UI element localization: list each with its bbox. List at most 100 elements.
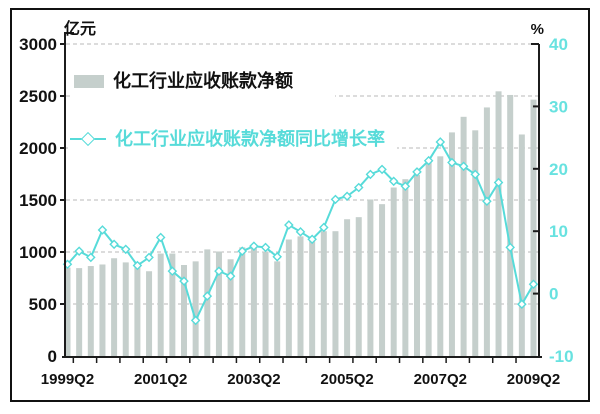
data-point-marker [365,169,376,180]
bar [332,231,339,356]
bar [157,253,164,356]
x-tick-label: 2007Q2 [414,371,467,388]
x-tick-label: 2005Q2 [320,371,373,388]
data-point-marker [330,194,341,205]
data-point-marker [517,299,527,309]
bar [192,261,199,356]
bar [285,239,292,356]
data-point-marker [284,220,294,230]
data-point-marker [109,239,119,250]
data-point-marker [249,241,259,251]
bar [274,261,281,356]
bar [309,239,316,356]
bar [169,253,176,356]
data-point-marker [412,167,422,177]
data-point-marker [353,182,364,193]
bar [460,116,467,356]
bar [122,262,129,356]
y-left-tick-label: 500 [29,295,57,314]
data-point-marker [482,196,492,207]
bar [472,130,479,356]
data-point-marker [307,234,317,245]
bar [181,265,187,356]
bar [448,132,455,356]
bar [414,175,420,356]
y-left-tick-label: 0 [48,347,57,366]
bar [507,94,514,357]
y-right-tick-label: 10 [549,222,568,241]
legend-item-bar: 化工行业应收账款净额 [72,70,335,100]
bar [320,231,327,356]
x-tick-label: 1999Q2 [41,371,94,388]
bar [530,99,537,356]
bar [344,219,351,356]
y-left-tick-label: 1500 [19,191,57,210]
data-point-marker [132,260,143,271]
data-point-marker [86,252,96,263]
y-right-tick-label: -10 [549,347,574,366]
data-point-marker [120,244,131,255]
bar [355,217,362,356]
data-point-marker [423,155,434,166]
bar [402,179,409,356]
data-point-marker [505,242,515,253]
bar [76,268,83,356]
data-point-marker [377,164,387,175]
data-point-marker [295,227,306,237]
data-point-marker [190,315,201,326]
y-right-tick-label: 20 [549,160,568,179]
data-point-marker [74,246,84,256]
data-point-marker [447,157,457,168]
bar [227,259,234,356]
bar [134,262,141,356]
bar [297,236,304,356]
data-point-marker [237,246,248,256]
data-point-marker [470,169,481,180]
bar [379,204,386,356]
data-point-marker [272,251,282,262]
bar [239,247,246,356]
data-point-marker [400,181,411,192]
data-point-marker [167,266,178,276]
line-legend-marker-icon [70,131,106,147]
y-left-tick-label: 3000 [19,35,57,54]
bar [215,251,222,356]
bar [111,258,118,356]
data-point-marker [458,161,469,172]
bar-legend-label: 化工行业应收账款净额 [113,71,293,91]
y-left-tick-label: 1000 [19,243,57,262]
bar [99,264,106,356]
data-point-marker [144,252,154,263]
left-axis-unit-label: 亿元 [64,21,97,38]
bar [483,107,490,356]
bar-legend-swatch-icon [74,74,104,88]
bar [87,266,94,356]
data-point-marker [202,291,213,301]
bar [64,267,71,356]
data-point-marker [155,232,166,243]
bar [437,156,444,356]
y-right-tick-label: 0 [549,285,558,304]
y-right-tick-label: 40 [549,35,568,54]
data-point-marker [342,191,352,202]
data-point-marker [528,279,539,290]
bar [518,134,525,356]
bar [262,251,269,356]
y-left-tick-label: 2000 [19,139,57,158]
data-point-marker [225,271,236,281]
data-point-marker [319,222,329,233]
x-tick-label: 2009Q2 [507,371,560,388]
bar [390,187,397,356]
bar [425,162,432,356]
x-tick-label: 2001Q2 [134,371,187,388]
data-point-marker [97,225,108,235]
bar [367,199,374,356]
data-point-marker [388,176,399,187]
data-point-marker [435,137,446,147]
data-point-marker [179,276,189,286]
x-tick-label: 2003Q2 [227,371,280,388]
legend-item-line: 化工行业应收账款净额同比增长率 [68,128,397,156]
y-left-tick-label: 2500 [19,87,57,106]
